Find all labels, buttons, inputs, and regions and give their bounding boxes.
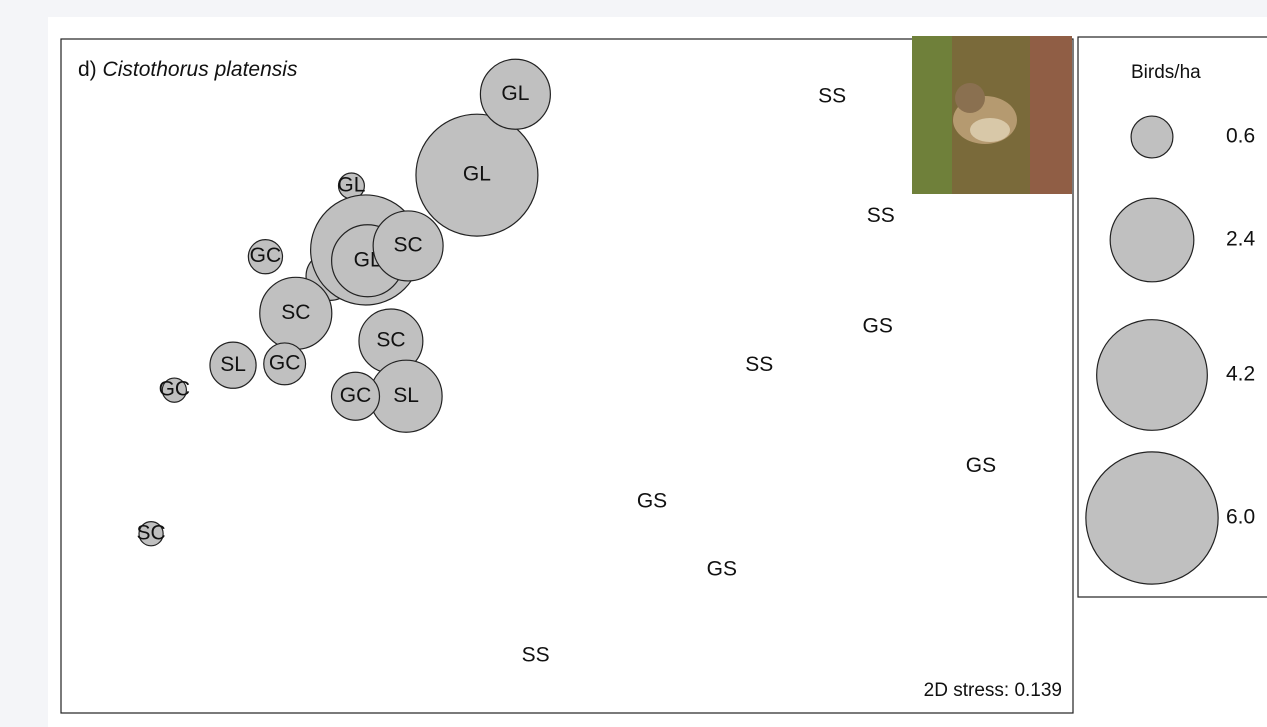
point-label: GL	[501, 82, 529, 105]
bubble	[138, 521, 164, 547]
bird-photo	[912, 36, 1072, 194]
point-label: SC	[136, 521, 165, 544]
point-label: SC	[394, 233, 423, 256]
bubble	[415, 113, 539, 237]
bubble	[479, 58, 551, 130]
legend-bubble	[1109, 197, 1195, 283]
point-label: GC	[159, 378, 191, 401]
legend-label: 4.2	[1226, 363, 1255, 386]
bubble	[209, 341, 257, 389]
point-label: SL	[220, 353, 246, 376]
bubble	[372, 210, 444, 282]
point-label: GL	[337, 173, 365, 196]
legend-title: Birds/ha	[1131, 62, 1201, 83]
point-label: GS	[707, 558, 737, 581]
legend-label: 6.0	[1226, 506, 1255, 529]
point-label: GS	[863, 314, 893, 337]
bubble	[263, 342, 307, 386]
legend-bubble	[1096, 319, 1208, 431]
point-label: SC	[376, 328, 405, 351]
point-label: SS	[867, 204, 895, 227]
bubble	[161, 377, 188, 403]
legend-label: 0.6	[1226, 125, 1255, 148]
species-name: Cistothorus platensis	[103, 58, 298, 81]
point-label: GC	[340, 384, 372, 407]
point-label: GS	[966, 454, 996, 477]
point-label: GL	[463, 163, 491, 186]
legend-label: 2.4	[1226, 228, 1256, 251]
bubble	[247, 239, 284, 275]
point-label: SS	[818, 85, 846, 108]
point-label: SL	[393, 384, 419, 407]
point-label: GS	[637, 490, 667, 513]
chart-title: d) Cistothorus platensis	[78, 58, 298, 81]
legend-bubble	[1130, 115, 1174, 159]
legend-bubble	[1085, 451, 1219, 585]
point-label: GC	[269, 351, 301, 374]
point-label: SS	[522, 643, 550, 666]
point-label: SC	[281, 301, 310, 324]
point-label: SS	[745, 353, 773, 376]
stress-annotation: 2D stress: 0.139	[924, 680, 1062, 701]
bubble	[330, 371, 381, 421]
panel-label: d)	[78, 58, 97, 81]
point-label: GC	[250, 244, 282, 267]
